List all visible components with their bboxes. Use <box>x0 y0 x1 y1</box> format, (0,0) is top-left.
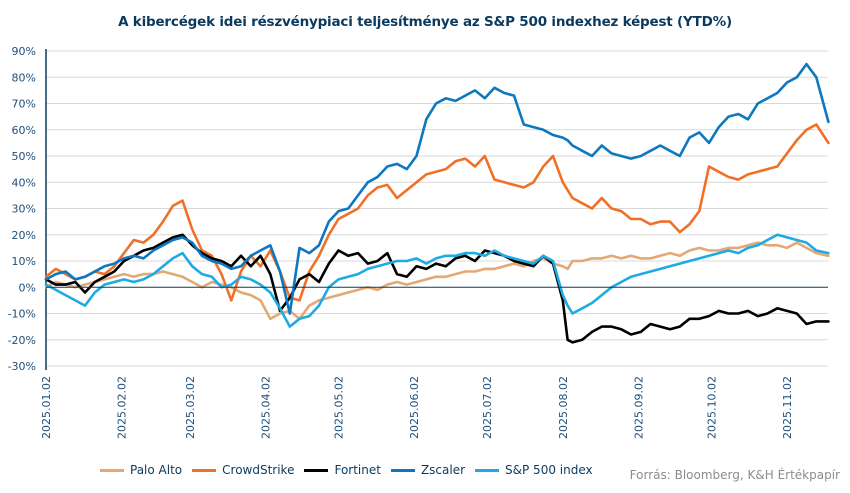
y-tick-label: 10% <box>12 255 36 268</box>
x-tick-label: 2025.10.02 <box>705 376 718 439</box>
legend: Palo Alto CrowdStrike Fortinet Zscaler S… <box>100 463 603 477</box>
series-line-palo-alto <box>44 241 830 321</box>
legend-item-zscaler: Zscaler <box>390 463 466 477</box>
legend-label: CrowdStrike <box>222 463 295 477</box>
y-tick-label: 60% <box>12 124 36 137</box>
y-tick-label: -20% <box>8 334 36 347</box>
x-tick-label: 2025.01.02 <box>40 376 53 439</box>
x-tick-label: 2025.04.02 <box>259 376 272 439</box>
y-tick-label: 0% <box>19 281 36 294</box>
legend-label: S&P 500 index <box>505 463 593 477</box>
chart-title: A kibercégek idei részvénypiaci teljesít… <box>118 14 732 30</box>
legend-swatch <box>475 468 500 472</box>
x-tick-label: 2025.07.02 <box>481 376 494 439</box>
x-tick-label: 2025.05.02 <box>333 376 346 439</box>
x-tick-label: 2025.06.02 <box>408 376 421 439</box>
legend-swatch <box>390 468 415 472</box>
y-tick-label: 40% <box>12 176 36 189</box>
y-tick-label: -30% <box>8 360 36 373</box>
series-line-fortinet <box>44 233 830 344</box>
y-tick-label: 20% <box>12 229 36 242</box>
series-line-s-p-500-index <box>44 233 830 328</box>
legend-item-palo-alto: Palo Alto <box>100 463 182 477</box>
x-tick-label: 2025.08.02 <box>557 376 570 439</box>
legend-swatch <box>192 468 217 472</box>
legend-label: Fortinet <box>334 463 381 477</box>
y-tick-label: -10% <box>8 308 36 321</box>
source-note: Forrás: Bloomberg, K&H Értékpapír <box>629 468 840 482</box>
series-line-zscaler <box>44 62 830 315</box>
y-axis: 90% 80% 70% 60% 50% 40% 30% 20% 10% 0% -10% -20% -30… <box>8 45 47 373</box>
y-tick-label: 50% <box>12 150 36 163</box>
series-lines <box>44 62 830 344</box>
legend-swatch <box>100 468 124 472</box>
legend-item-fortinet: Fortinet <box>304 463 381 477</box>
y-tick-label: 70% <box>12 98 36 111</box>
y-tick-label: 80% <box>12 71 36 84</box>
y-tick-label: 30% <box>12 203 36 216</box>
legend-item-sp500: S&P 500 index <box>475 463 593 477</box>
x-tick-label: 2025.11.02 <box>781 376 794 439</box>
x-tick-label: 2025.09.02 <box>632 376 645 439</box>
legend-swatch <box>304 468 329 472</box>
legend-label: Zscaler <box>420 463 466 477</box>
legend-label: Palo Alto <box>130 463 183 477</box>
x-tick-label: 2025.03.02 <box>184 376 197 439</box>
x-tick-label: 2025.02.02 <box>116 376 129 439</box>
series-line-crowdstrike <box>44 123 830 302</box>
legend-item-crowdstrike: CrowdStrike <box>192 463 294 477</box>
x-axis: 2025.01.02 2025.02.02 2025.03.02 2025.04.02… <box>40 376 794 439</box>
gridlines <box>46 50 828 367</box>
y-tick-label: 90% <box>12 45 36 58</box>
